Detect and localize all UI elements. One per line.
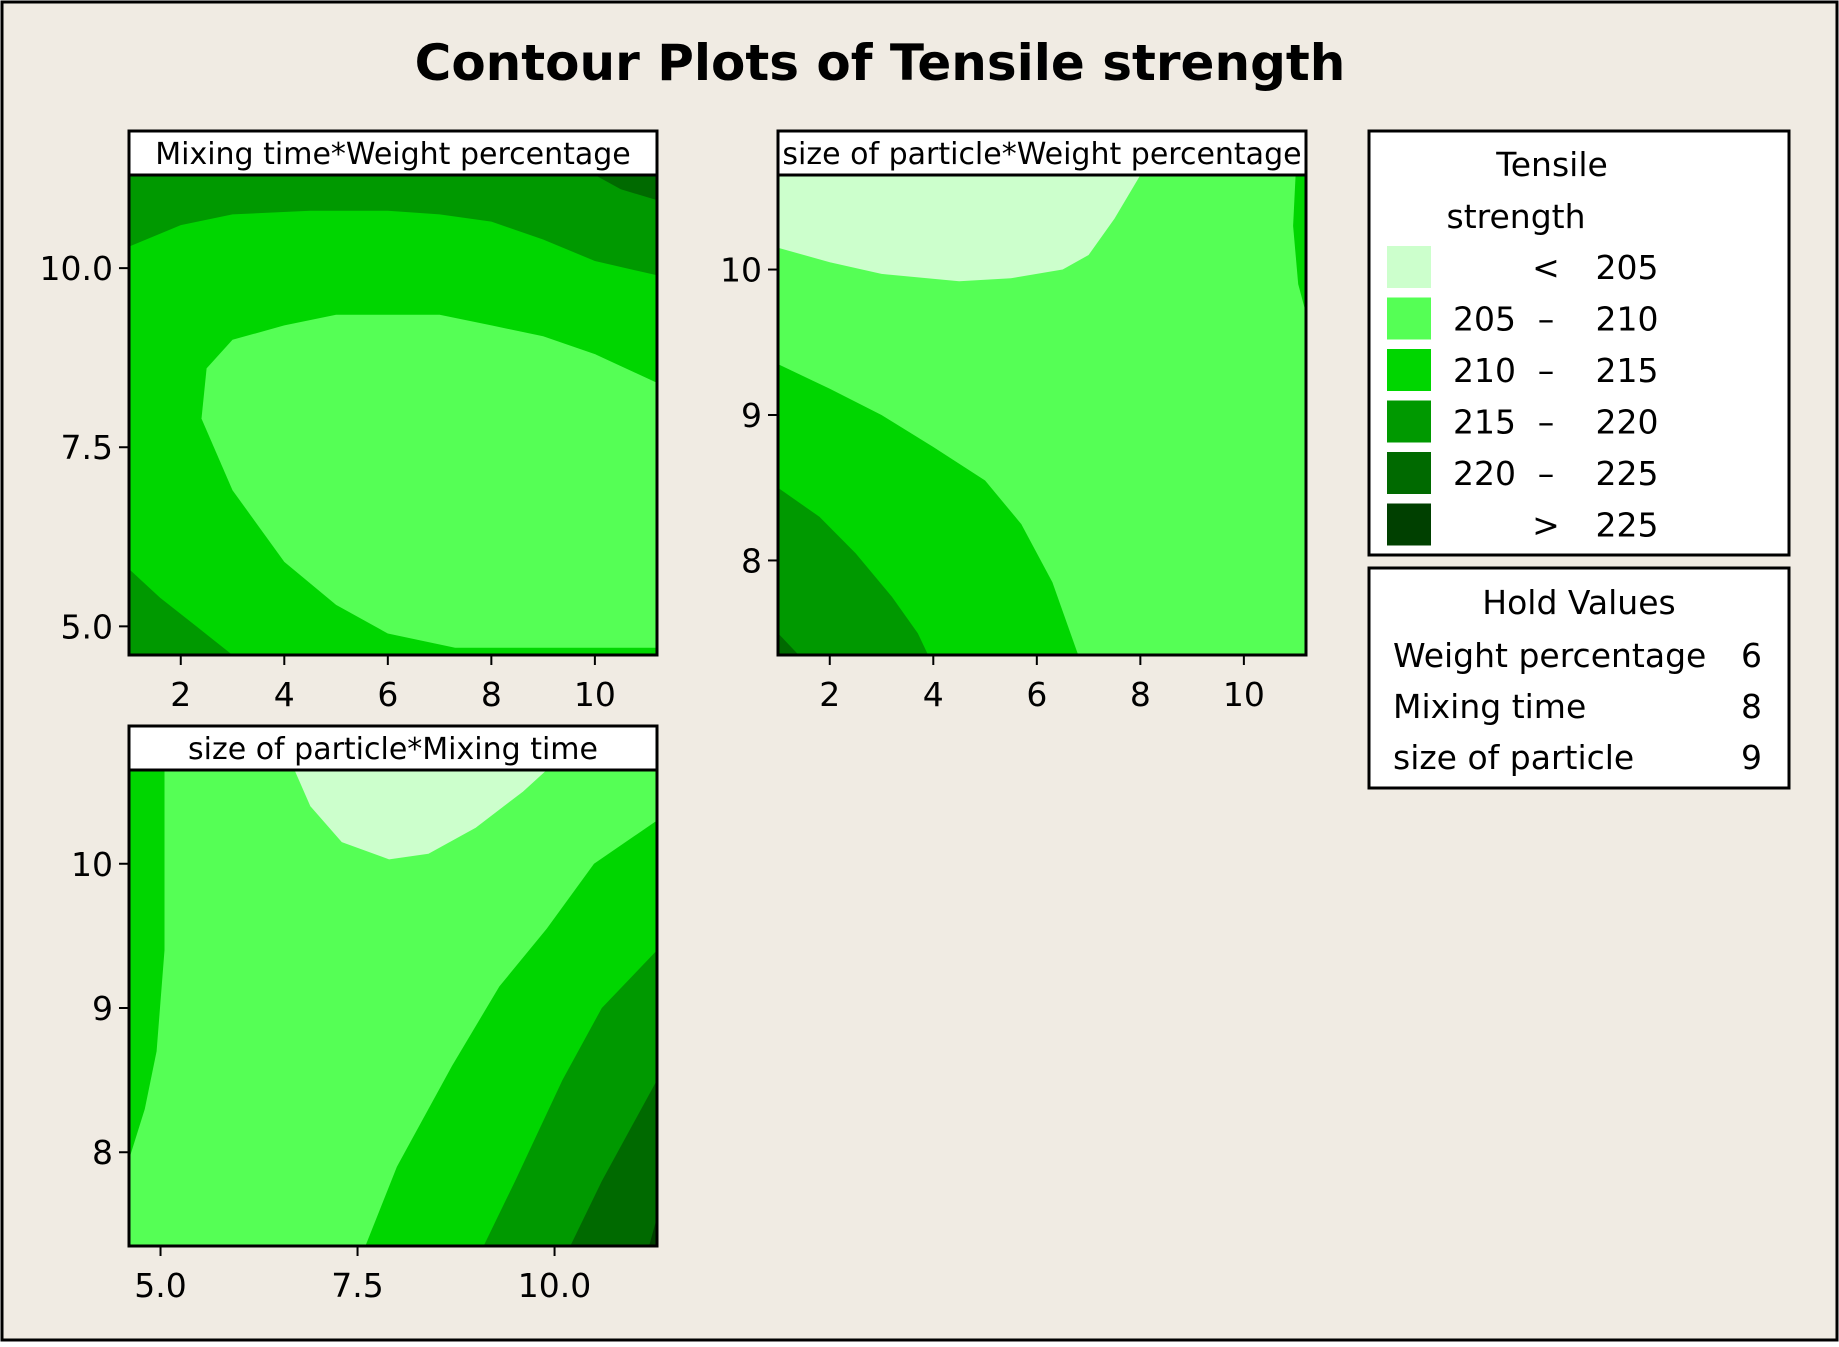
legend-high: 215 bbox=[1596, 351, 1659, 390]
legend-swatch bbox=[1387, 349, 1431, 391]
hold-value-row: size of particle 9 bbox=[1393, 738, 1762, 777]
panel-header-box bbox=[127, 129, 659, 177]
contour-region-4 bbox=[594, 175, 657, 201]
legend-low: 215 bbox=[1453, 403, 1516, 442]
legend-entry: >225 bbox=[1387, 503, 1659, 546]
y-tick-label: 8 bbox=[741, 541, 762, 580]
legend-swatch bbox=[1387, 246, 1431, 288]
hold-value-name: Mixing time bbox=[1393, 687, 1586, 726]
hold-value-name: size of particle bbox=[1393, 738, 1634, 777]
x-tick-label: 8 bbox=[481, 675, 502, 714]
legend-title-line1: Tensile bbox=[1495, 145, 1608, 184]
legend-high: 220 bbox=[1596, 403, 1659, 442]
hold-value-number: 6 bbox=[1741, 636, 1762, 675]
contour-region-2 bbox=[778, 175, 1141, 282]
contour-region-2 bbox=[129, 770, 165, 1246]
y-tick-label: 7.5 bbox=[61, 428, 113, 467]
contour-regions bbox=[778, 175, 1306, 655]
legend-high: 225 bbox=[1596, 454, 1659, 493]
legend-separator: – bbox=[1538, 454, 1555, 493]
legend-box bbox=[1367, 129, 1791, 557]
y-tick-label: 10.0 bbox=[40, 249, 113, 288]
panel-subtitle: size of particle*Weight percentage bbox=[782, 137, 1301, 172]
x-tick-label: 2 bbox=[170, 675, 191, 714]
y-tick-label: 9 bbox=[92, 989, 113, 1028]
x-tick-label: 7.5 bbox=[331, 1266, 383, 1305]
panel-header-box bbox=[127, 724, 659, 772]
legend-low: 220 bbox=[1453, 454, 1516, 493]
legend-separator: > bbox=[1532, 506, 1560, 545]
legend: Tensile strength <205205–210210–215215–2… bbox=[1367, 129, 1791, 557]
panel-subtitle: Mixing time*Weight percentage bbox=[155, 137, 631, 172]
hold-value-number: 9 bbox=[1741, 738, 1762, 777]
contour-panel-1: Mixing time*Weight percentage 2 4 6 8 10 5.0 7.… bbox=[40, 129, 659, 714]
legend-high: 205 bbox=[1596, 248, 1659, 287]
y-tick-label: 9 bbox=[741, 396, 762, 435]
x-tick-label: 4 bbox=[274, 675, 295, 714]
x-tick-label: 8 bbox=[1130, 675, 1151, 714]
legend-swatch bbox=[1387, 452, 1431, 494]
x-tick-label: 4 bbox=[923, 675, 944, 714]
contour-region-6 bbox=[570, 1080, 657, 1246]
contour-panel-3: size of particle*Mixing time 5.0 7.5 10.0 8 9… bbox=[71, 724, 659, 1305]
y-tick-label: 8 bbox=[92, 1133, 113, 1172]
hold-values-title: Hold Values bbox=[1482, 583, 1675, 622]
legend-separator: – bbox=[1538, 300, 1555, 339]
contour-region-3 bbox=[129, 569, 233, 655]
x-tick-label: 10 bbox=[574, 675, 616, 714]
legend-entry: 210– 215 bbox=[1387, 349, 1659, 391]
contour-region-5 bbox=[778, 633, 799, 655]
contour-regions bbox=[129, 175, 657, 655]
legend-high: 210 bbox=[1596, 300, 1659, 339]
legend-entry: 215– 220 bbox=[1387, 400, 1659, 443]
contour-panel-2: size of particle*Weight percentage 2 4 6 8 10… bbox=[720, 129, 1308, 714]
contour-region-2 bbox=[129, 175, 657, 276]
x-tick-label: 10 bbox=[1223, 675, 1265, 714]
legend-low: 205 bbox=[1453, 300, 1516, 339]
panel-header-box bbox=[776, 129, 1308, 177]
contour-region-5 bbox=[201, 314, 657, 648]
contour-region-6 bbox=[1293, 175, 1306, 314]
legend-separator: – bbox=[1538, 403, 1555, 442]
y-tick-label: 10 bbox=[720, 251, 762, 290]
x-tick-label: 5.0 bbox=[134, 1266, 186, 1305]
legend-entry: 205– 210 bbox=[1387, 297, 1659, 340]
legend-separator: < bbox=[1532, 248, 1560, 287]
legend-swatch bbox=[1387, 400, 1431, 443]
hold-value-number: 8 bbox=[1741, 687, 1762, 726]
y-tick-label: 5.0 bbox=[61, 607, 113, 646]
legend-title-line2: strength bbox=[1447, 197, 1586, 236]
legend-separator: – bbox=[1538, 351, 1555, 390]
legend-low: 210 bbox=[1453, 351, 1516, 390]
hold-value-name: Weight percentage bbox=[1393, 636, 1706, 675]
x-tick-label: 6 bbox=[377, 675, 398, 714]
contour-region-4 bbox=[778, 487, 929, 655]
legend-swatch bbox=[1387, 503, 1431, 546]
legend-swatch bbox=[1387, 297, 1431, 340]
x-tick-label: 6 bbox=[1026, 675, 1047, 714]
panel-subtitle: size of particle*Mixing time bbox=[188, 732, 598, 767]
legend-high: 225 bbox=[1596, 506, 1659, 545]
contour-region-3 bbox=[294, 770, 547, 860]
hold-value-row: Mixing time 8 bbox=[1393, 687, 1762, 726]
contour-region-7 bbox=[649, 1217, 657, 1246]
y-tick-label: 10 bbox=[71, 845, 113, 884]
hold-values-box: Hold Values Weight percentage 6 Mixing tim… bbox=[1367, 566, 1791, 790]
contour-regions bbox=[129, 770, 657, 1246]
hold-values-frame bbox=[1367, 566, 1791, 790]
x-tick-label: 2 bbox=[819, 675, 840, 714]
x-tick-label: 10.0 bbox=[518, 1266, 591, 1305]
legend-entry: 220– 225 bbox=[1387, 452, 1659, 494]
chart-title: Contour Plots of Tensile strength bbox=[415, 34, 1346, 92]
legend-entry: <205 bbox=[1387, 246, 1659, 288]
hold-value-row: Weight percentage 6 bbox=[1393, 636, 1762, 675]
